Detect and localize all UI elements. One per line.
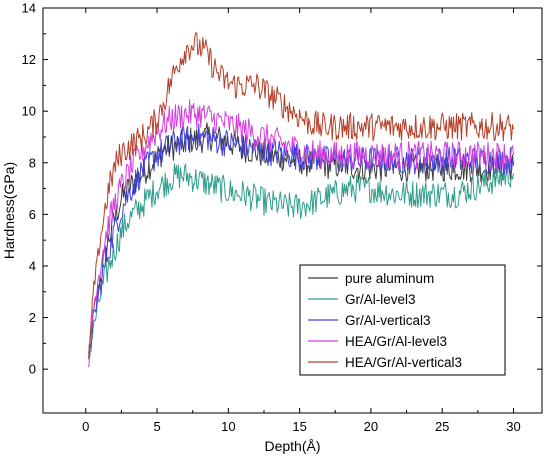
series-layer	[88, 32, 514, 368]
x-tick-label: 30	[506, 419, 520, 434]
y-tick-label: 10	[22, 104, 36, 119]
y-tick-label: 12	[22, 52, 36, 67]
legend: pure aluminum Gr/Al-level3 Gr/Al-vertical3…	[299, 264, 506, 376]
y-tick-label: 6	[29, 207, 36, 222]
ticks-layer: 0 5 10 15 20 25 30 0 2 4 6 8 10 12 14	[22, 1, 542, 434]
y-tick-label: 8	[29, 155, 36, 170]
y-tick-label: 4	[29, 258, 36, 273]
legend-label: Gr/Al-level3	[345, 292, 416, 307]
y-tick-label: 2	[29, 310, 36, 325]
legend-label: HEA/Gr/Al-vertical3	[345, 355, 462, 370]
x-axis-title: Depth(Å)	[264, 438, 320, 454]
series-line-3	[88, 99, 514, 368]
y-axis-title: Hardness(GPa)	[1, 162, 17, 259]
series-line-4	[88, 32, 514, 359]
y-tick-label: 0	[29, 362, 36, 377]
legend-label: pure aluminum	[345, 271, 434, 286]
legend-label: HEA/Gr/Al-level3	[345, 334, 447, 349]
x-tick-label: 10	[221, 419, 235, 434]
x-tick-label: 5	[153, 419, 160, 434]
series-line-1	[88, 163, 514, 360]
series-line-2	[88, 123, 514, 354]
x-tick-label: 0	[82, 419, 89, 434]
legend-label: Gr/Al-vertical3	[345, 313, 431, 328]
x-tick-label: 25	[435, 419, 449, 434]
plot-frame	[42, 7, 543, 414]
y-tick-label: 14	[22, 1, 36, 16]
x-tick-label: 15	[292, 419, 306, 434]
x-tick-label: 20	[364, 419, 378, 434]
